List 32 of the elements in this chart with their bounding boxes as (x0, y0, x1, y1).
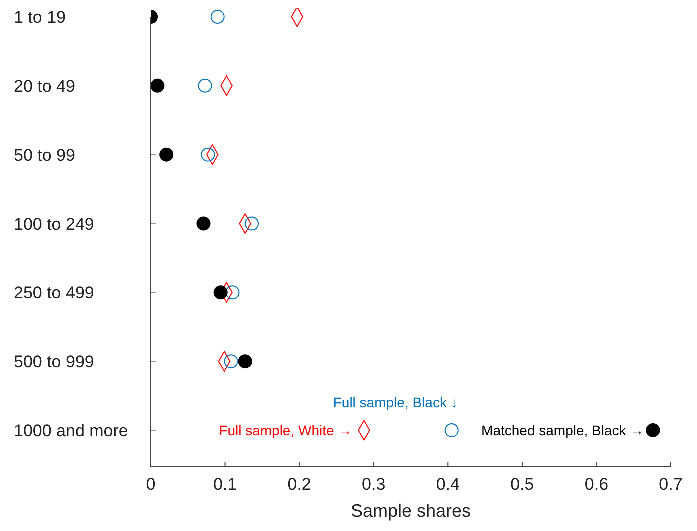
point (201, 148, 216, 162)
point (151, 78, 165, 93)
point (210, 10, 225, 24)
x-tick-label: 0.3 (362, 475, 386, 494)
series-label: Full sample, Black ↓ (333, 394, 458, 410)
x-tick-label: 0 (146, 475, 156, 494)
x-axis-title: Sample shares (350, 501, 472, 521)
x-tick-label: 0.2 (288, 475, 312, 494)
y-tick-label: 1 to 19 (14, 8, 66, 28)
y-tick-label: 100 to 249 (14, 214, 94, 234)
x-tick-label: 0.7 (659, 475, 683, 494)
x-tick-label: 0.1 (213, 475, 238, 494)
x-tick-label: 0.6 (584, 475, 609, 494)
point (226, 286, 240, 300)
y-tick-label: 250 to 499 (14, 284, 94, 303)
x-tick-label: 0.5 (510, 475, 534, 494)
point (646, 423, 660, 438)
series-label: Matched sample, Black → (482, 422, 644, 438)
y-tick-label: 50 to 99 (14, 146, 76, 165)
point (224, 354, 238, 369)
point (245, 216, 260, 231)
point (444, 423, 459, 438)
point (160, 148, 174, 162)
y-tick-label: 1000 and more (14, 422, 128, 441)
point (198, 78, 212, 93)
y-tick-label: 500 to 999 (14, 352, 94, 372)
point (214, 286, 228, 300)
y-tick-label: 20 to 49 (14, 76, 76, 96)
x-tick-label: 0.4 (436, 475, 460, 494)
series-label: Full sample, White → (219, 422, 352, 438)
point (196, 216, 211, 231)
point (238, 354, 252, 369)
